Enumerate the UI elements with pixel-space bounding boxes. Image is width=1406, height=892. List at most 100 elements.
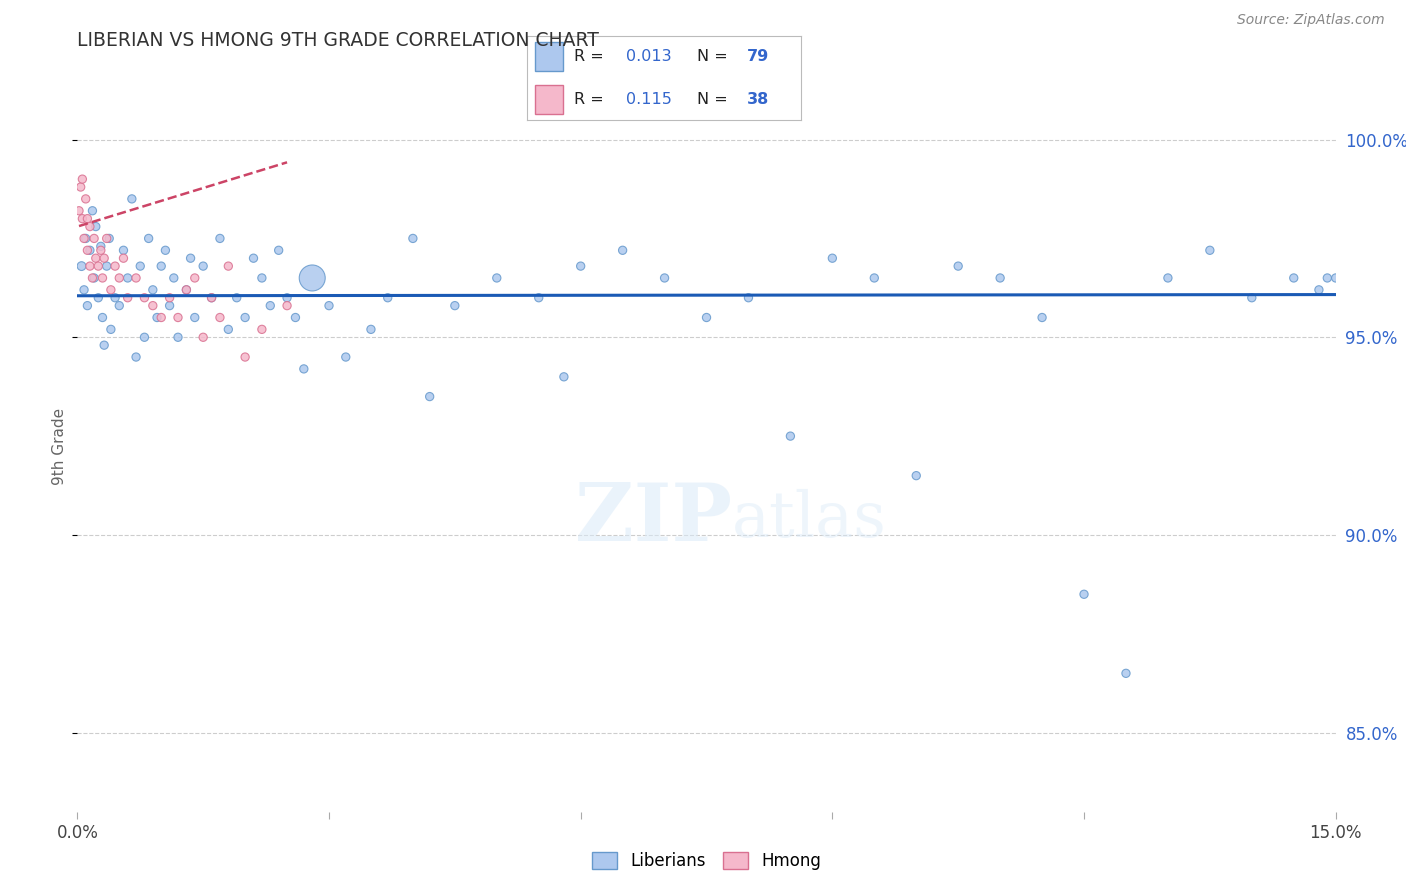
Point (100, 283, 122, 297)
Point (200, 291, 222, 305)
Point (70, 259, 93, 273)
Point (76, 299, 98, 313)
Point (1316, 271, 1339, 285)
Point (1324, 271, 1347, 285)
Point (83, 231, 105, 245)
Text: R =: R = (574, 49, 609, 64)
Point (863, 271, 886, 285)
Point (444, 299, 467, 313)
Point (150, 310, 173, 325)
Point (184, 271, 207, 285)
Point (1115, 666, 1137, 681)
Point (1073, 587, 1095, 601)
Point (134, 330, 156, 344)
Point (233, 310, 256, 325)
Point (112, 251, 135, 265)
Text: N =: N = (697, 92, 733, 107)
Point (125, 271, 148, 285)
Text: 79: 79 (747, 49, 769, 64)
Text: N =: N = (697, 49, 733, 64)
Point (79, 219, 101, 234)
Point (217, 322, 239, 336)
FancyBboxPatch shape (536, 85, 562, 113)
Point (90, 239, 112, 253)
Point (569, 259, 592, 273)
Point (1157, 271, 1180, 285)
Point (117, 271, 139, 285)
Point (233, 350, 256, 364)
Text: R =: R = (574, 92, 609, 107)
Point (208, 231, 231, 245)
Point (159, 299, 181, 313)
Point (402, 231, 425, 245)
Text: Source: ZipAtlas.com: Source: ZipAtlas.com (1237, 13, 1385, 28)
Point (100, 322, 122, 336)
Point (112, 244, 135, 258)
Point (129, 259, 152, 273)
Point (200, 291, 222, 305)
Point (267, 244, 290, 258)
Point (191, 259, 215, 273)
Point (167, 310, 190, 325)
Point (250, 271, 273, 285)
Point (1240, 291, 1263, 305)
Point (69, 180, 91, 194)
Point (779, 429, 801, 443)
Point (150, 259, 173, 273)
Text: LIBERIAN VS HMONG 9TH GRADE CORRELATION CHART: LIBERIAN VS HMONG 9TH GRADE CORRELATION … (77, 31, 599, 50)
Point (191, 330, 215, 344)
Point (84, 219, 107, 234)
Y-axis label: 9th Grade: 9th Grade (52, 408, 67, 484)
Point (225, 291, 247, 305)
Point (988, 271, 1011, 285)
Point (377, 291, 399, 305)
Point (217, 259, 239, 273)
Point (125, 350, 148, 364)
Point (96, 231, 118, 245)
Point (104, 259, 127, 273)
Point (108, 271, 131, 285)
Text: atlas: atlas (731, 489, 887, 549)
Point (108, 299, 131, 313)
Point (259, 299, 281, 313)
Point (72, 172, 94, 186)
Point (93, 251, 115, 265)
Point (180, 251, 202, 265)
Point (905, 468, 928, 483)
Point (159, 291, 181, 305)
Point (948, 259, 970, 273)
Point (184, 310, 207, 325)
Point (612, 244, 634, 258)
Point (485, 271, 508, 285)
Point (96, 259, 118, 273)
Legend: Liberians, Hmong: Liberians, Hmong (585, 845, 828, 877)
Point (134, 291, 156, 305)
Point (79, 259, 101, 273)
Point (98, 231, 121, 245)
Point (142, 283, 165, 297)
Point (67, 203, 90, 218)
Point (208, 310, 231, 325)
Point (276, 291, 298, 305)
Point (91, 310, 114, 325)
Point (163, 271, 186, 285)
Point (167, 330, 190, 344)
Point (301, 271, 323, 285)
Point (419, 390, 441, 404)
Point (318, 299, 340, 313)
Point (146, 310, 169, 325)
Point (292, 362, 315, 376)
Point (155, 244, 177, 258)
Point (76, 244, 98, 258)
Point (250, 322, 273, 336)
Point (737, 291, 759, 305)
Point (1198, 244, 1220, 258)
Point (242, 251, 264, 265)
Point (83, 271, 105, 285)
Point (527, 291, 550, 305)
Point (90, 244, 112, 258)
Point (104, 291, 127, 305)
Point (142, 299, 165, 313)
Point (82, 203, 104, 218)
Point (176, 283, 198, 297)
